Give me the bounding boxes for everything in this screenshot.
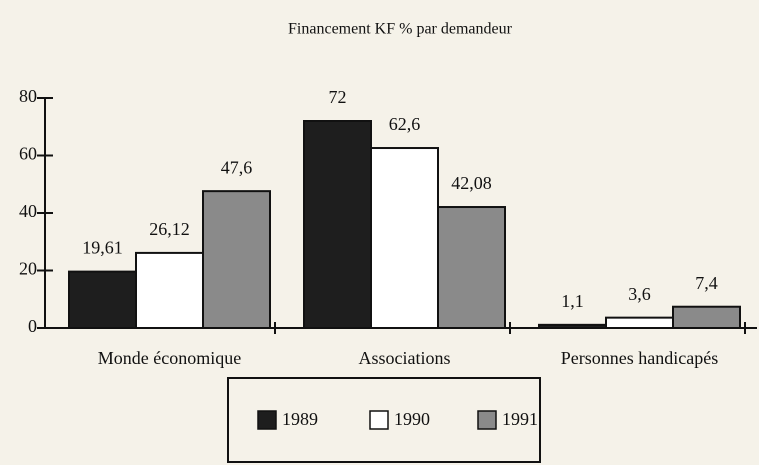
value-label: 62,6 <box>389 114 421 134</box>
x-tick-label: Associations <box>359 348 451 368</box>
legend-swatch <box>257 410 277 430</box>
legend-label: 1989 <box>282 409 318 429</box>
value-label: 72 <box>329 87 347 107</box>
legend-swatch <box>369 410 389 430</box>
bar <box>68 270 137 329</box>
bar <box>538 323 607 329</box>
bar <box>202 190 271 329</box>
value-label: 7,4 <box>695 273 718 293</box>
y-tick-label: 40 <box>19 201 37 221</box>
y-tick-label: 20 <box>19 259 37 279</box>
bar <box>303 120 372 329</box>
legend-label: 1990 <box>394 409 430 429</box>
value-label: 47,6 <box>221 157 253 177</box>
y-tick-label: 60 <box>19 144 37 164</box>
value-label: 42,08 <box>451 173 492 193</box>
y-tick-label: 0 <box>28 316 37 336</box>
y-tick-label: 80 <box>19 86 37 106</box>
chart-title: Financement KF % par demandeur <box>288 21 513 38</box>
bar <box>135 251 204 329</box>
value-label: 3,6 <box>628 284 651 304</box>
value-label: 26,12 <box>149 219 190 239</box>
legend-label: 1991 <box>502 409 538 429</box>
bar <box>370 147 439 329</box>
bar <box>605 316 674 329</box>
bar <box>672 305 741 330</box>
value-label: 1,1 <box>561 291 584 311</box>
legend-box <box>227 377 541 463</box>
legend-swatch <box>477 410 497 430</box>
bar <box>437 206 506 330</box>
value-label: 19,61 <box>82 238 123 258</box>
x-tick-label: Personnes handicapés <box>561 348 718 368</box>
x-tick-label: Monde économique <box>98 348 241 368</box>
